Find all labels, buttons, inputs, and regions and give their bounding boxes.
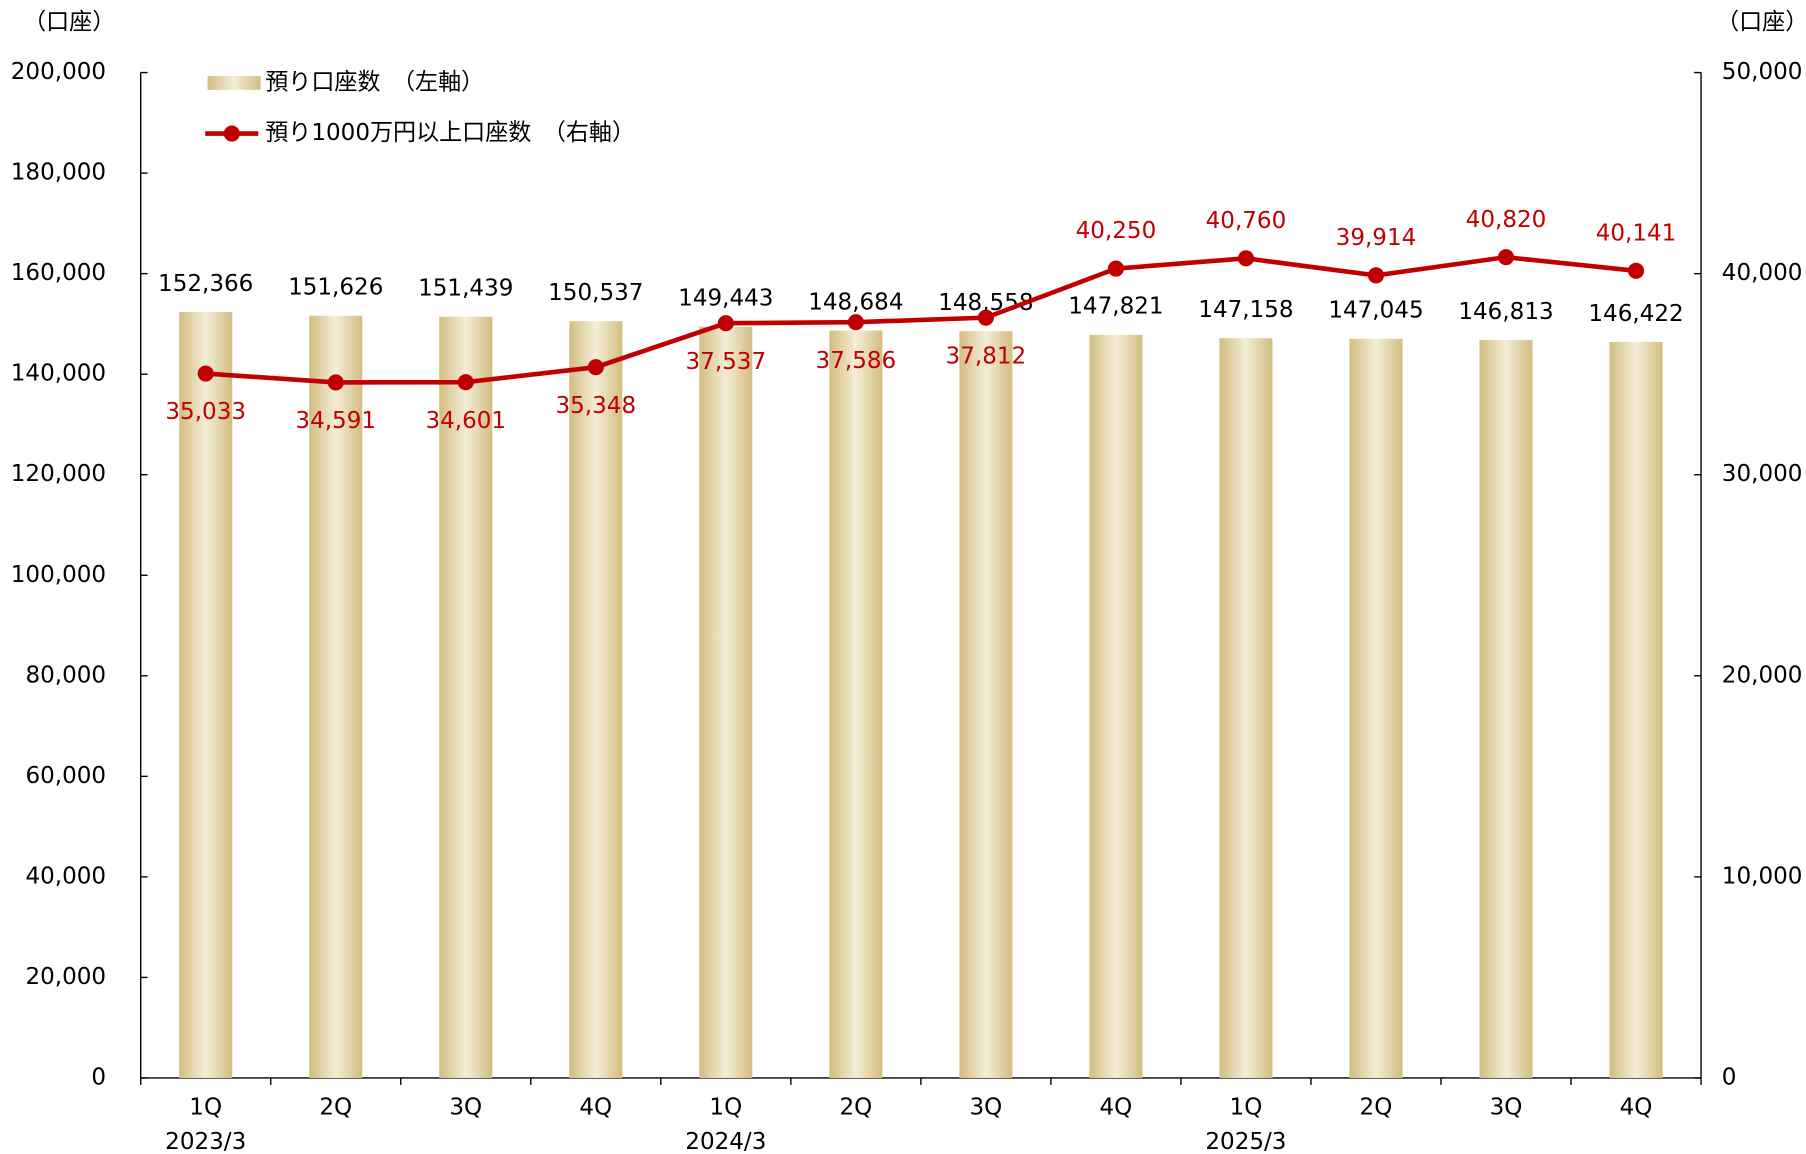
legend-label: 預り1000万円以上口座数 （右軸） (265, 120, 635, 146)
legend-swatch (207, 76, 261, 90)
x-tick-label: 3Q (1490, 1094, 1523, 1120)
x-tick-label: 4Q (1620, 1094, 1653, 1120)
legend-label: 預り口座数 （左軸） (265, 69, 484, 95)
bar (309, 315, 363, 1078)
y-tick-label: 120,000 (11, 461, 106, 487)
line-value-label: 37,537 (686, 349, 767, 375)
y-tick-label: 80,000 (25, 662, 106, 688)
line-marker (327, 374, 344, 391)
y-tick-label: 140,000 (11, 361, 106, 387)
bar-value-label: 147,158 (1198, 297, 1293, 323)
y2-tick-label: 50,000 (1722, 59, 1803, 85)
line-marker (1627, 262, 1645, 279)
line-value-label: 39,914 (1336, 225, 1417, 251)
line (205, 254, 1637, 385)
x-tick-label: 1Q (1230, 1094, 1263, 1120)
y-tick-label: 200,000 (11, 59, 106, 85)
bar (829, 330, 883, 1078)
bar (1089, 334, 1143, 1078)
y-tick-label: 40,000 (25, 863, 106, 889)
bar (699, 326, 753, 1078)
line-marker (977, 309, 994, 326)
x-tick-label: 2Q (319, 1094, 352, 1120)
y-tick-label: 160,000 (11, 260, 106, 286)
x-tick-label: 3Q (449, 1094, 482, 1120)
x-tick-label: 1Q (709, 1094, 742, 1120)
x-group-label: 2025/3 (1205, 1129, 1286, 1154)
y2-tick-label: 30,000 (1722, 461, 1803, 487)
y-tick-label: 20,000 (25, 964, 106, 990)
x-tick-label: 3Q (969, 1094, 1002, 1120)
bar (179, 312, 233, 1078)
line-value-label: 40,820 (1466, 207, 1547, 233)
line-marker (1237, 250, 1255, 267)
bar (1479, 339, 1533, 1078)
line-marker (717, 315, 734, 332)
bar-value-label: 151,439 (418, 276, 513, 302)
bar-value-label: 149,443 (678, 286, 773, 312)
y-tick-label: 0 (91, 1064, 106, 1090)
x-tick-label: 4Q (1100, 1094, 1133, 1120)
bar-value-label: 151,626 (288, 275, 383, 301)
bar (1219, 338, 1273, 1078)
line-marker (1107, 260, 1124, 277)
line-marker (197, 365, 214, 382)
y2-tick-label: 0 (1722, 1064, 1737, 1090)
line-value-label: 37,812 (946, 343, 1027, 369)
y2-axis-label: （口座） (1716, 10, 1806, 36)
line-value-label: 37,586 (816, 348, 897, 374)
y2-tick-label: 40,000 (1722, 260, 1803, 286)
y2-tick-label: 10,000 (1722, 863, 1803, 889)
bar (1609, 341, 1663, 1078)
bar (959, 331, 1013, 1078)
y-tick-label: 100,000 (11, 562, 106, 588)
line-value-label: 40,250 (1076, 218, 1157, 244)
bar (439, 316, 493, 1078)
bar-value-label: 147,045 (1328, 298, 1423, 324)
x-tick-label: 2Q (1360, 1094, 1393, 1120)
bar (569, 321, 623, 1078)
bar-value-label: 146,422 (1588, 301, 1683, 327)
line-marker (1367, 267, 1385, 284)
y-tick-label: 180,000 (11, 160, 106, 186)
line-value-label: 40,141 (1596, 220, 1677, 246)
bar-value-label: 152,366 (158, 271, 253, 297)
bar-value-label: 147,821 (1068, 294, 1163, 320)
y-tick-label: 60,000 (25, 763, 106, 789)
line-marker (457, 374, 474, 391)
legend-marker (223, 125, 240, 142)
line-value-label: 40,760 (1206, 208, 1287, 234)
line-marker (587, 359, 604, 376)
x-tick-label: 1Q (189, 1094, 222, 1120)
line-value-label: 34,601 (425, 408, 506, 434)
x-tick-label: 4Q (579, 1094, 612, 1120)
bar-value-label: 148,684 (808, 289, 903, 315)
line-marker (1497, 249, 1515, 266)
x-tick-label: 2Q (839, 1094, 872, 1120)
bar-value-label: 150,537 (548, 280, 643, 306)
y-axis-label: （口座） (23, 10, 115, 36)
line-marker (847, 314, 864, 331)
line-value-label: 35,033 (165, 399, 246, 425)
bar (1349, 338, 1403, 1078)
line-value-label: 34,591 (295, 408, 376, 434)
x-group-label: 2024/3 (685, 1129, 766, 1154)
x-group-label: 2023/3 (165, 1129, 246, 1154)
line-value-label: 35,348 (555, 393, 636, 419)
bar-value-label: 146,813 (1458, 299, 1553, 325)
y2-tick-label: 20,000 (1722, 662, 1803, 688)
